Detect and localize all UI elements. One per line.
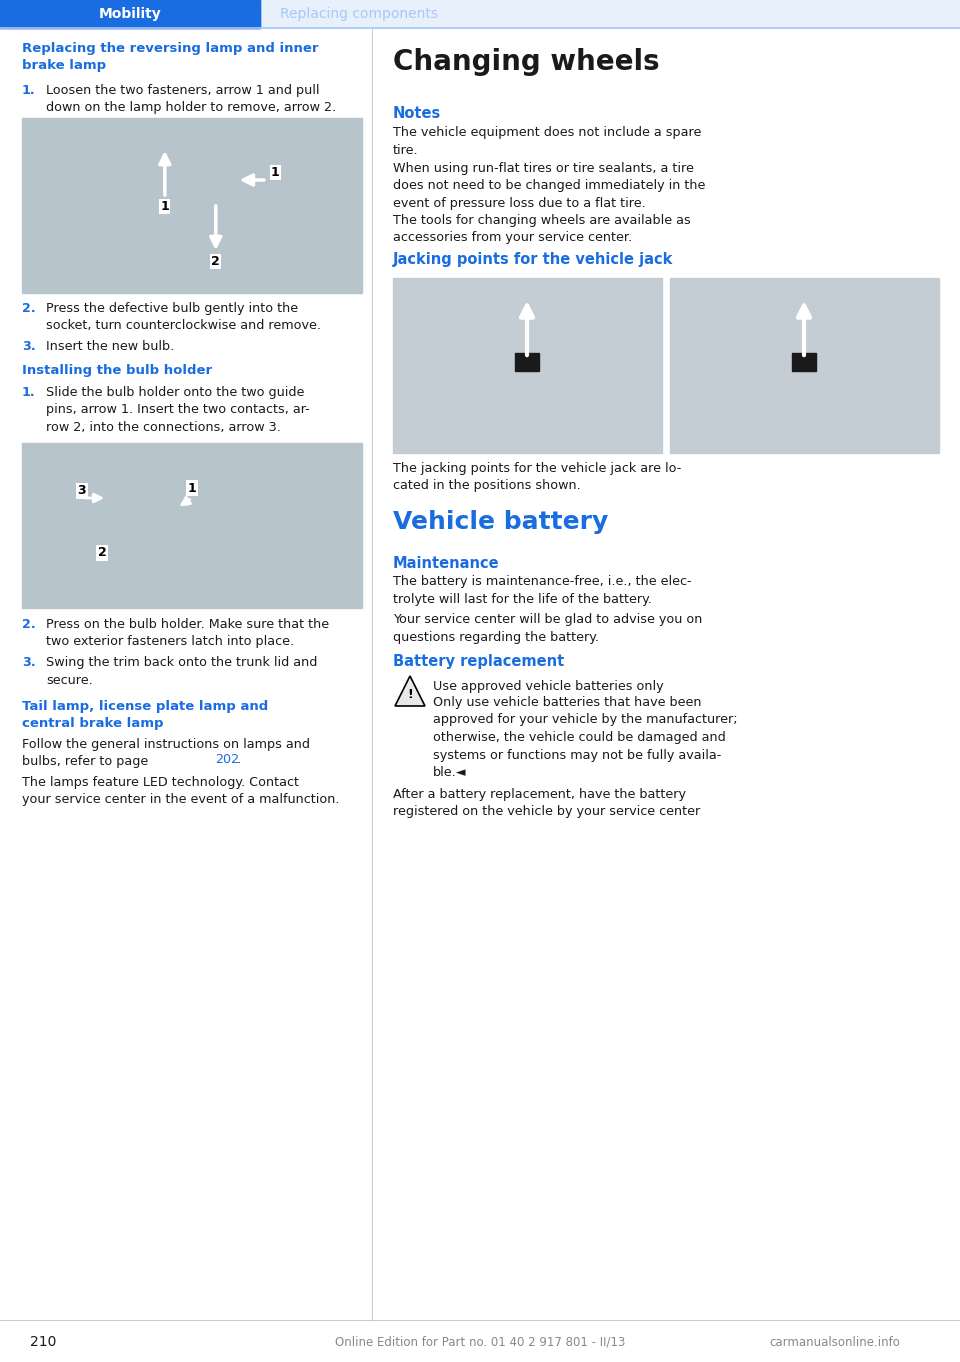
- Bar: [0, 0, 960, 29]
- Text: The jacking points for the vehicle jack are lo-
cated in the positions shown.: The jacking points for the vehicle jack …: [393, 462, 682, 493]
- Text: Installing the bulb holder: Installing the bulb holder: [22, 364, 212, 377]
- Text: 2: 2: [211, 255, 220, 268]
- Text: The lamps feature LED technology. Contact
your service center in the event of a : The lamps feature LED technology. Contac…: [22, 776, 340, 806]
- Text: 3: 3: [78, 485, 86, 497]
- Text: Vehicle battery: Vehicle battery: [393, 509, 609, 534]
- Text: Swing the trim back onto the trunk lid and
secure.: Swing the trim back onto the trunk lid a…: [46, 656, 318, 686]
- Text: 202: 202: [215, 753, 239, 765]
- Text: Mobility: Mobility: [99, 7, 161, 20]
- Text: Replacing the reversing lamp and inner
brake lamp: Replacing the reversing lamp and inner b…: [22, 42, 319, 72]
- Bar: [0, 0, 260, 29]
- Text: Notes: Notes: [393, 106, 442, 121]
- Text: 1.: 1.: [22, 385, 36, 399]
- Text: Tail lamp, license plate lamp and
central brake lamp: Tail lamp, license plate lamp and centra…: [22, 700, 268, 730]
- Text: 3.: 3.: [22, 340, 36, 353]
- Text: Insert the new bulb.: Insert the new bulb.: [46, 340, 175, 353]
- Text: The tools for changing wheels are available as
accessories from your service cen: The tools for changing wheels are availa…: [393, 214, 691, 245]
- Bar: [22, 118, 362, 293]
- Bar: [670, 278, 939, 454]
- Text: Maintenance: Maintenance: [393, 556, 499, 571]
- Text: Slide the bulb holder onto the two guide
pins, arrow 1. Insert the two contacts,: Slide the bulb holder onto the two guide…: [46, 385, 310, 434]
- Text: Use approved vehicle batteries only: Use approved vehicle batteries only: [433, 680, 663, 693]
- Bar: [515, 353, 539, 370]
- Bar: [792, 353, 816, 370]
- Text: 1: 1: [271, 166, 279, 178]
- Text: 1: 1: [187, 482, 197, 494]
- Text: After a battery replacement, have the battery
registered on the vehicle by your : After a battery replacement, have the ba…: [393, 789, 700, 819]
- Text: 1: 1: [160, 200, 169, 212]
- Text: 210: 210: [30, 1335, 57, 1348]
- Polygon shape: [395, 676, 425, 706]
- Text: Loosen the two fasteners, arrow 1 and pull
down on the lamp holder to remove, ar: Loosen the two fasteners, arrow 1 and pu…: [46, 84, 336, 114]
- Text: .: .: [237, 753, 241, 765]
- Text: Your service center will be glad to advise you on
questions regarding the batter: Your service center will be glad to advi…: [393, 613, 703, 643]
- Text: 2.: 2.: [22, 302, 36, 315]
- Text: carmanualsonline.info: carmanualsonline.info: [769, 1336, 900, 1348]
- Text: 2: 2: [98, 546, 107, 560]
- Text: When using run-flat tires or tire sealants, a tire
does not need to be changed i: When using run-flat tires or tire sealan…: [393, 162, 706, 210]
- Text: Jacking points for the vehicle jack: Jacking points for the vehicle jack: [393, 252, 673, 267]
- Text: Only use vehicle batteries that have been
approved for your vehicle by the manuf: Only use vehicle batteries that have bee…: [433, 696, 737, 779]
- Text: 1.: 1.: [22, 84, 36, 97]
- Text: Changing wheels: Changing wheels: [393, 48, 660, 76]
- Text: Replacing components: Replacing components: [280, 7, 438, 20]
- Text: 3.: 3.: [22, 656, 36, 669]
- Bar: [393, 278, 662, 454]
- Bar: [0, 0, 260, 29]
- Text: 2.: 2.: [22, 618, 36, 631]
- Text: !: !: [407, 688, 413, 701]
- Text: Press the defective bulb gently into the
socket, turn counterclockwise and remov: Press the defective bulb gently into the…: [46, 302, 321, 332]
- Text: The vehicle equipment does not include a spare
tire.: The vehicle equipment does not include a…: [393, 127, 702, 157]
- Text: The battery is maintenance-free, i.e., the elec-
trolyte will last for the life : The battery is maintenance-free, i.e., t…: [393, 575, 691, 606]
- Text: Follow the general instructions on lamps and
bulbs, refer to page: Follow the general instructions on lamps…: [22, 738, 310, 768]
- Text: Press on the bulb holder. Make sure that the
two exterior fasteners latch into p: Press on the bulb holder. Make sure that…: [46, 618, 329, 648]
- Bar: [22, 443, 362, 607]
- Text: Online Edition for Part no. 01 40 2 917 801 - II/13: Online Edition for Part no. 01 40 2 917 …: [335, 1336, 625, 1348]
- Text: Battery replacement: Battery replacement: [393, 654, 564, 669]
